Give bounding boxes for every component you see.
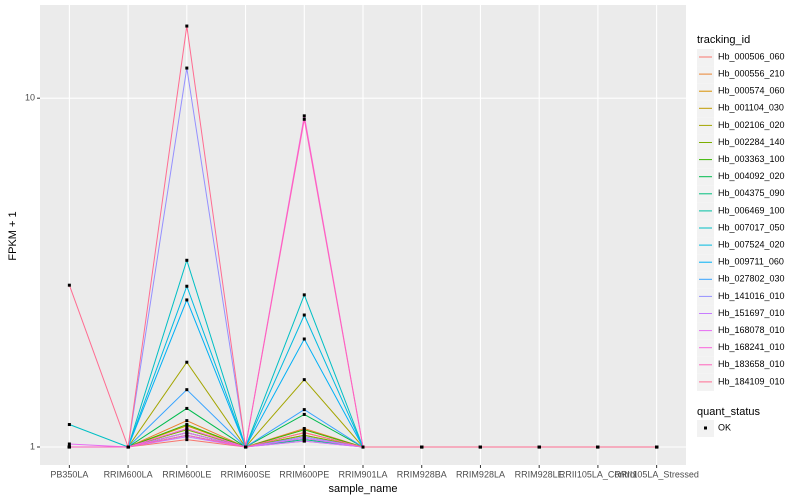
x-tick-label: RRIM928BA bbox=[397, 469, 447, 479]
data-point bbox=[185, 419, 189, 423]
x-tick-label: RRIM600SE bbox=[221, 469, 271, 479]
data-point bbox=[126, 445, 130, 449]
x-tick-label: PB350LA bbox=[50, 469, 88, 479]
data-point bbox=[596, 445, 600, 449]
data-point bbox=[185, 423, 189, 427]
data-point bbox=[302, 408, 306, 412]
legend-label: Hb_183658_010 bbox=[718, 359, 785, 369]
data-point bbox=[302, 439, 306, 443]
data-point bbox=[302, 313, 306, 317]
data-point bbox=[185, 258, 189, 262]
y-tick-label: 10 bbox=[25, 93, 35, 103]
legend-label: Hb_141016_010 bbox=[718, 291, 785, 301]
legend-label: Hb_007017_050 bbox=[718, 222, 785, 232]
data-point bbox=[67, 442, 71, 446]
legend-label: Hb_004375_090 bbox=[718, 188, 785, 198]
data-point bbox=[302, 117, 306, 121]
x-tick-label: RRII105LA_Control bbox=[559, 469, 637, 479]
data-point bbox=[185, 438, 189, 442]
x-tick-label: RRIM928LA bbox=[456, 469, 505, 479]
legend-label: Hb_184109_010 bbox=[718, 376, 785, 386]
legend-label: Hb_000506_060 bbox=[718, 51, 785, 61]
data-point bbox=[361, 445, 365, 449]
data-point bbox=[302, 428, 306, 432]
legend-swatch bbox=[704, 426, 707, 430]
legend-title: tracking_id bbox=[697, 34, 750, 46]
data-point bbox=[185, 406, 189, 410]
data-point bbox=[420, 445, 424, 449]
legend-label: Hb_168241_010 bbox=[718, 342, 785, 352]
data-point bbox=[67, 445, 71, 449]
data-point bbox=[302, 114, 306, 118]
data-point bbox=[185, 426, 189, 430]
data-point bbox=[302, 378, 306, 382]
data-point bbox=[537, 445, 541, 449]
x-tick-label: RRIM600LA bbox=[104, 469, 153, 479]
data-point bbox=[185, 24, 189, 28]
data-point bbox=[185, 431, 189, 435]
data-point bbox=[185, 298, 189, 302]
x-tick-label: RRIM901LA bbox=[338, 469, 387, 479]
data-point bbox=[185, 284, 189, 288]
data-point bbox=[185, 360, 189, 364]
legend-label: Hb_027802_030 bbox=[718, 274, 785, 284]
data-point bbox=[302, 436, 306, 440]
x-tick-label: RRIM600PE bbox=[279, 469, 329, 479]
data-point bbox=[302, 412, 306, 416]
data-point bbox=[244, 445, 248, 449]
legend-label: Hb_168078_010 bbox=[718, 325, 785, 335]
data-point bbox=[185, 388, 189, 392]
legend-label: Hb_000574_060 bbox=[718, 86, 785, 96]
data-point bbox=[67, 423, 71, 427]
data-point bbox=[302, 293, 306, 297]
legend-label: Hb_006469_100 bbox=[718, 205, 785, 215]
y-tick-label: 1 bbox=[30, 441, 35, 451]
legend-label: Hb_009711_060 bbox=[718, 257, 784, 267]
legend-label: Hb_004092_020 bbox=[718, 171, 785, 181]
data-point bbox=[655, 445, 659, 449]
legend-label: Hb_151697_010 bbox=[718, 308, 785, 318]
data-point bbox=[302, 431, 306, 435]
data-point bbox=[302, 337, 306, 341]
legend-label: Hb_007524_020 bbox=[718, 239, 785, 249]
x-tick-label: RRIM600LE bbox=[162, 469, 211, 479]
legend-title: quant_status bbox=[697, 406, 760, 418]
legend-label: OK bbox=[718, 422, 731, 432]
data-point bbox=[185, 433, 189, 437]
x-tick-label: RRII105LA_Stressed bbox=[614, 469, 699, 479]
data-point bbox=[478, 445, 482, 449]
legend-label: Hb_001104_030 bbox=[718, 103, 784, 113]
legend-label: Hb_000556_210 bbox=[718, 68, 785, 78]
y-axis-title: FPKM + 1 bbox=[7, 211, 19, 260]
data-point bbox=[67, 283, 71, 287]
legend-label: Hb_002106_020 bbox=[718, 120, 785, 130]
data-point bbox=[185, 66, 189, 70]
x-axis-title: sample_name bbox=[328, 483, 397, 495]
x-tick-label: RRIM928LE bbox=[515, 469, 564, 479]
legend-label: Hb_003363_100 bbox=[718, 154, 785, 164]
legend-label: Hb_002284_140 bbox=[718, 137, 785, 147]
